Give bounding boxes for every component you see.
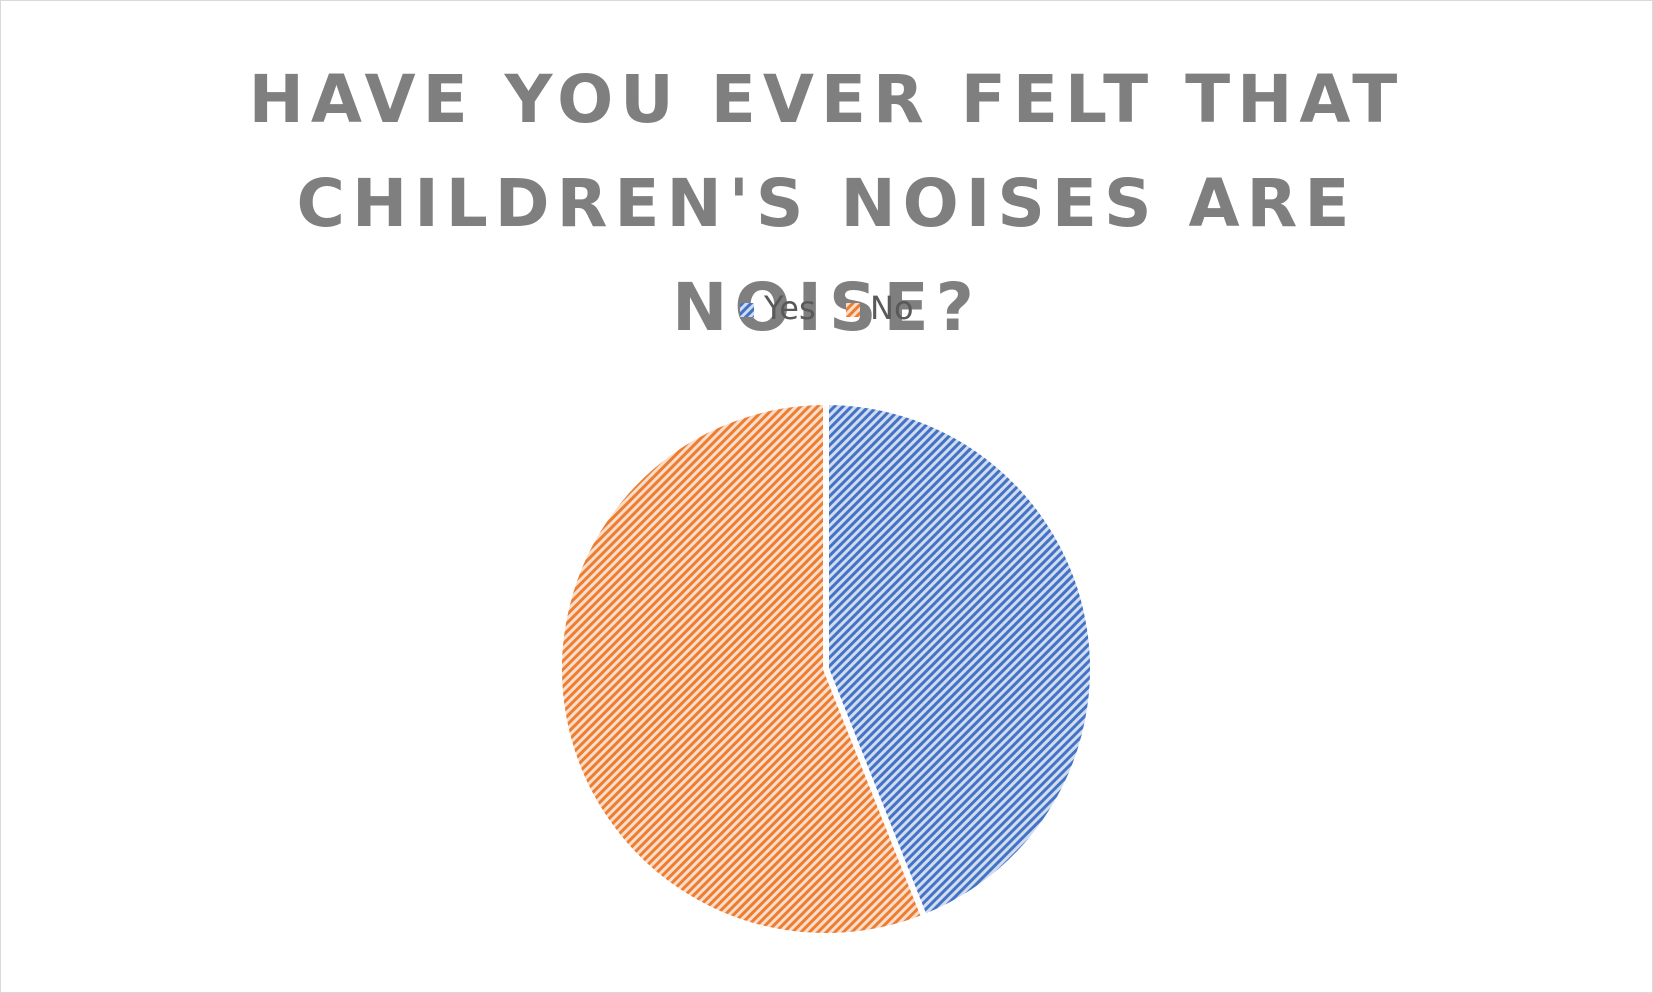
legend-label: No	[870, 289, 914, 327]
pie-slice	[823, 399, 1096, 921]
legend-swatch	[740, 303, 754, 317]
chart-title: HAVE YOU EVER FELT THAT CHILDREN'S NOISE…	[248, 61, 1405, 346]
legend-swatch	[846, 303, 860, 317]
legend-label: Yes	[763, 289, 816, 327]
pie-slice	[556, 399, 928, 939]
